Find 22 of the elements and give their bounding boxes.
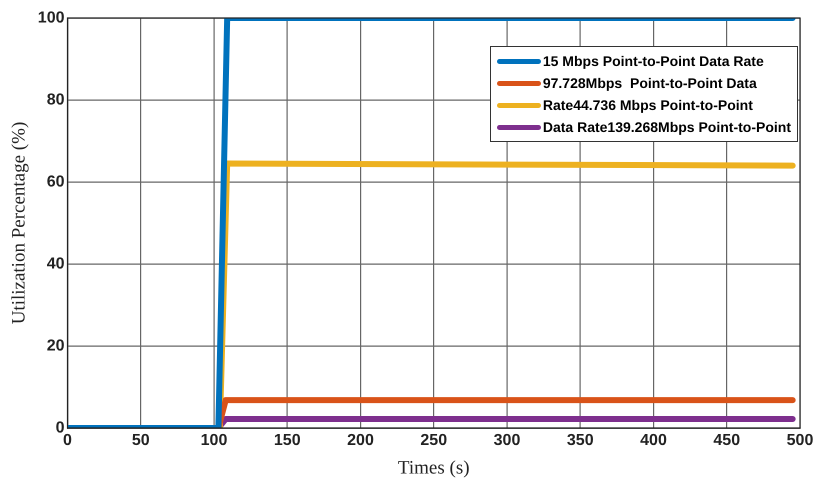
legend-label: Rate44.736 Mbps Point-to-Point bbox=[542, 97, 753, 113]
y-tick-label: 60 bbox=[46, 173, 65, 190]
x-tick-label: 500 bbox=[786, 432, 814, 450]
x-axis-title: Times (s) bbox=[398, 458, 470, 479]
legend-label: Data Rate139.268Mbps Point-to-Point bbox=[542, 119, 791, 135]
x-tick-label: 450 bbox=[713, 432, 740, 450]
y-tick-label: 0 bbox=[56, 419, 65, 436]
y-axis-title: Utilization Percentage (%) bbox=[8, 122, 30, 324]
y-tick-label: 40 bbox=[46, 255, 65, 272]
y-tick-label: 80 bbox=[46, 91, 65, 108]
x-tick-label: 200 bbox=[347, 432, 374, 450]
legend-label: 15 Mbps Point-to-Point Data Rate bbox=[542, 53, 764, 69]
x-tick-label: 400 bbox=[640, 432, 667, 450]
x-tick-label: 350 bbox=[566, 432, 594, 450]
x-tick-label: 150 bbox=[274, 432, 301, 450]
legend-label: 97.728Mbps Point-to-Point Data bbox=[542, 75, 757, 91]
x-tick-label: 250 bbox=[420, 432, 448, 450]
y-tick-label: 20 bbox=[46, 337, 65, 354]
y-tick-label: 100 bbox=[38, 9, 65, 26]
x-tick-label: 300 bbox=[494, 432, 520, 450]
x-tick-label: 100 bbox=[200, 432, 228, 450]
x-tick-label: 50 bbox=[132, 432, 150, 450]
